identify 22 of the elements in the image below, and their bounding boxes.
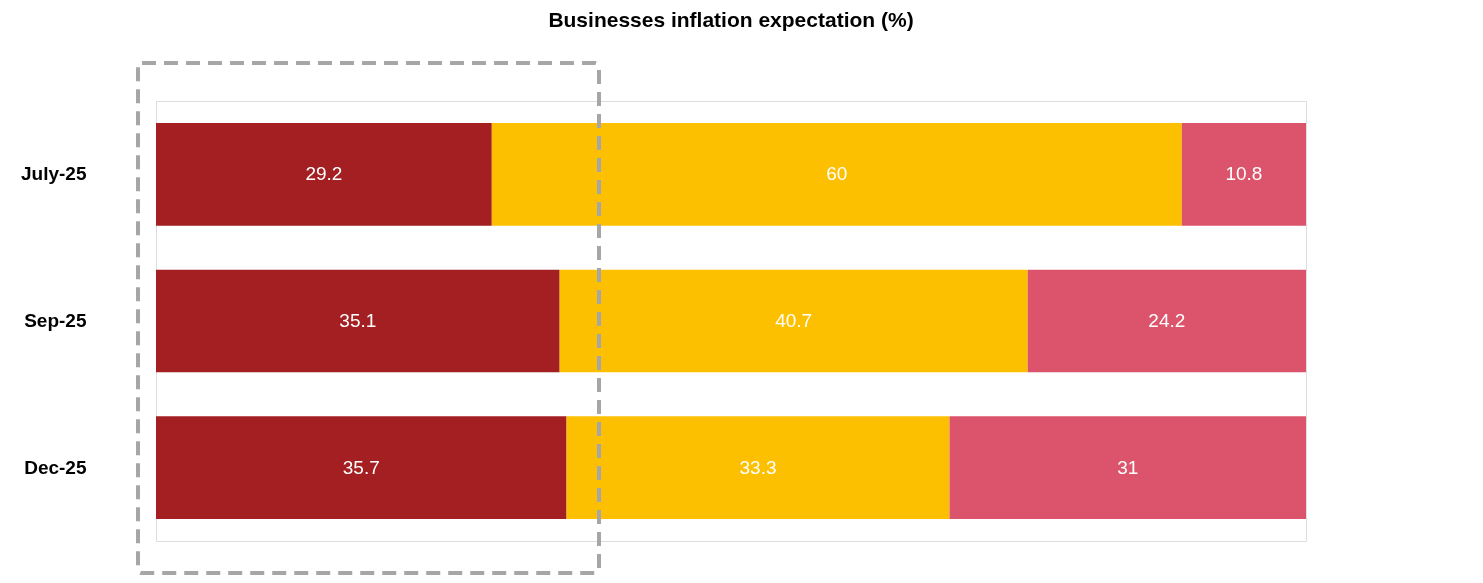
- bar: [156, 416, 567, 519]
- y-tick-label: Sep-25: [24, 310, 87, 331]
- bar: [1027, 269, 1306, 373]
- bar: [156, 269, 560, 373]
- data-label: 60: [826, 163, 848, 185]
- data-label: 40.7: [775, 310, 813, 331]
- data-label: 35.1: [339, 310, 377, 331]
- bar: [156, 123, 492, 226]
- bar: [949, 416, 1306, 519]
- bar: [1181, 123, 1306, 226]
- data-label: 35.7: [342, 456, 380, 478]
- data-label: 24.2: [1148, 310, 1186, 331]
- data-label: 31: [1117, 456, 1139, 478]
- y-tick-label: Dec-25: [24, 456, 87, 478]
- data-label: 29.2: [305, 163, 343, 185]
- bar: [566, 416, 950, 519]
- y-tick-label: July-25: [21, 163, 87, 185]
- bar: [559, 269, 1028, 373]
- data-label: 10.8: [1225, 163, 1263, 185]
- data-label: 33.3: [739, 456, 777, 478]
- chart-title: Businesses inflation expectation (%): [548, 8, 914, 31]
- bar: [491, 123, 1182, 226]
